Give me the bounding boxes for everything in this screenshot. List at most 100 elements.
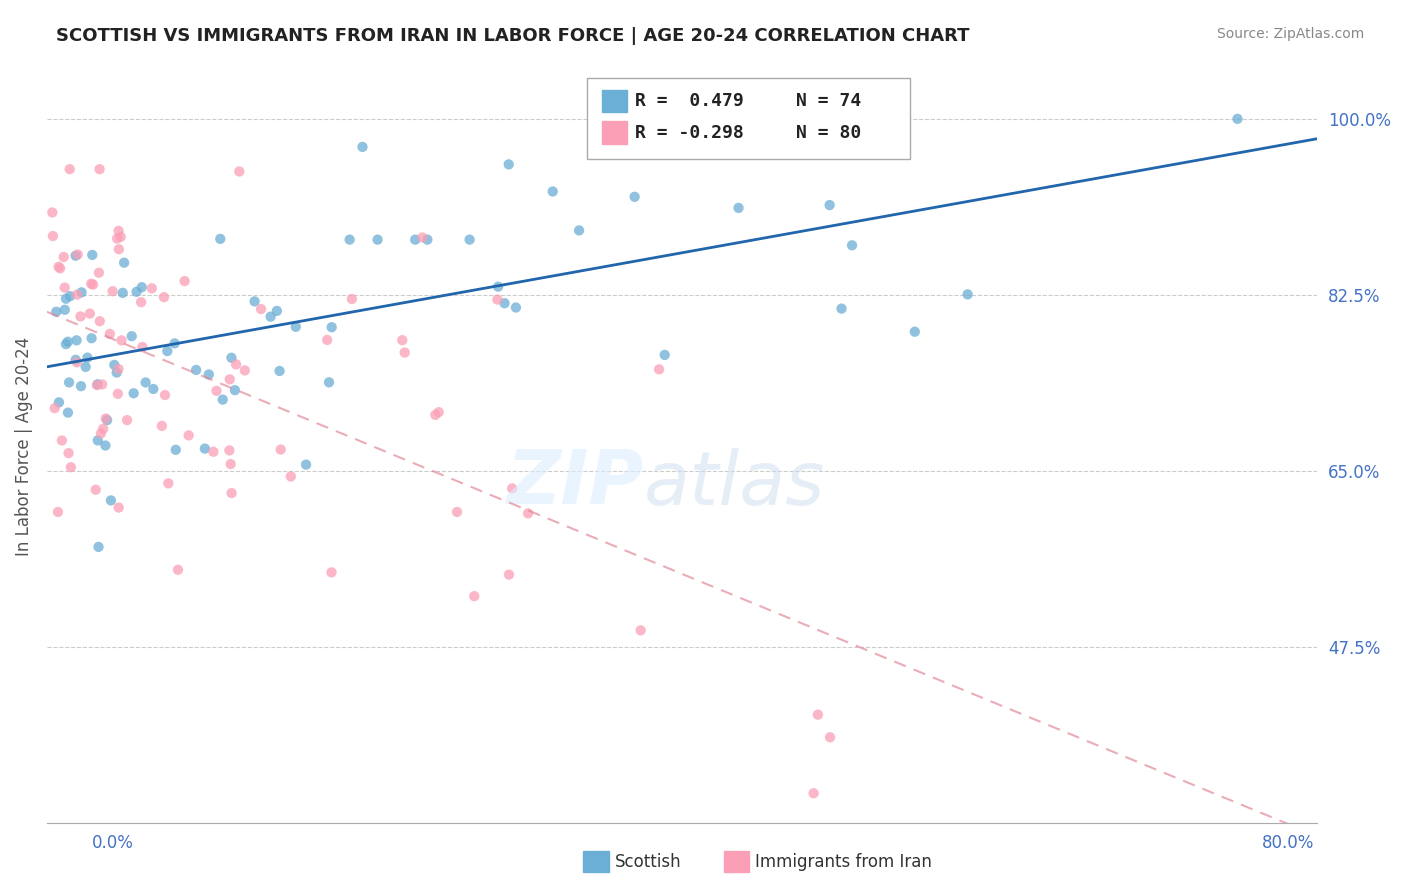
Point (541, 185, 564, 199)
Point (803, 786, 825, 800)
Point (295, 458, 318, 472)
Point (591, 121, 613, 136)
Text: Immigrants from Iran: Immigrants from Iran (755, 853, 932, 871)
Point (339, 233, 361, 247)
Point (70, 285, 93, 300)
Point (90, 426, 112, 441)
Point (53, 280, 76, 294)
Point (205, 384, 228, 398)
Point (280, 469, 302, 483)
Point (501, 482, 523, 496)
Point (46, 505, 69, 519)
Point (150, 418, 173, 433)
Point (94, 438, 117, 452)
Point (135, 376, 157, 390)
Text: N = 74: N = 74 (796, 92, 862, 110)
Point (1226, 112, 1249, 126)
Point (446, 505, 468, 519)
Point (321, 320, 343, 334)
Point (153, 388, 176, 402)
Text: SCOTTISH VS IMMIGRANTS FROM IRAN IN LABOR FORCE | AGE 20-24 CORRELATION CHART: SCOTTISH VS IMMIGRANTS FROM IRAN IN LABO… (56, 27, 970, 45)
Point (224, 383, 246, 397)
Point (66, 355, 89, 369)
Point (211, 392, 233, 407)
Point (498, 567, 520, 582)
Point (100, 493, 122, 508)
Point (107, 224, 129, 238)
Bar (602, 90, 627, 112)
Point (486, 293, 509, 307)
Point (65, 249, 87, 263)
Point (80, 277, 103, 291)
Point (65, 334, 87, 348)
Point (163, 336, 186, 351)
Point (59, 460, 82, 475)
Point (55, 337, 77, 351)
Point (498, 157, 520, 171)
Point (209, 232, 232, 246)
Text: 0.0%: 0.0% (91, 834, 134, 852)
Point (318, 376, 340, 390)
Point (269, 364, 291, 378)
Point (101, 285, 124, 299)
Point (66, 247, 89, 261)
Point (79, 307, 101, 321)
Point (250, 301, 273, 316)
Point (391, 333, 413, 347)
Point (58, 376, 80, 390)
Point (108, 242, 131, 256)
Point (486, 279, 509, 293)
Bar (602, 121, 627, 144)
Point (87, 266, 110, 280)
Point (91, 422, 114, 436)
Point (194, 442, 217, 456)
Point (394, 345, 416, 359)
Point (316, 333, 339, 347)
Point (727, 201, 749, 215)
Point (818, 198, 841, 212)
Point (49, 261, 72, 276)
Point (96, 413, 118, 427)
Point (42, 229, 65, 244)
Point (630, 624, 652, 638)
Point (623, 190, 645, 204)
Point (142, 382, 165, 396)
Point (221, 351, 243, 365)
Point (156, 344, 179, 359)
Point (221, 486, 243, 500)
Point (131, 280, 153, 294)
Point (110, 230, 132, 244)
Text: Scottish: Scottish (614, 853, 681, 871)
Point (340, 292, 363, 306)
Y-axis label: In Labor Force | Age 20-24: In Labor Force | Age 20-24 (15, 336, 32, 556)
Point (131, 340, 153, 354)
Point (51, 434, 73, 448)
Point (86, 377, 108, 392)
Point (76, 351, 98, 365)
Point (44, 401, 66, 416)
Point (82, 277, 104, 292)
Point (153, 290, 176, 304)
Point (107, 362, 129, 376)
Point (463, 589, 485, 603)
Point (107, 386, 129, 401)
Point (173, 274, 195, 288)
Point (98, 326, 121, 341)
Point (115, 413, 138, 427)
Text: R = -0.298: R = -0.298 (636, 124, 744, 142)
Point (517, 507, 540, 521)
Point (505, 301, 527, 315)
Point (103, 358, 125, 372)
Point (458, 233, 481, 247)
Point (266, 304, 288, 318)
Point (202, 444, 225, 458)
Point (841, 238, 863, 252)
FancyBboxPatch shape (586, 78, 911, 159)
Point (94, 411, 117, 425)
Point (648, 362, 671, 376)
Point (87, 434, 110, 448)
Point (177, 428, 200, 442)
Point (56, 406, 79, 420)
Point (225, 357, 247, 371)
Point (112, 256, 135, 270)
